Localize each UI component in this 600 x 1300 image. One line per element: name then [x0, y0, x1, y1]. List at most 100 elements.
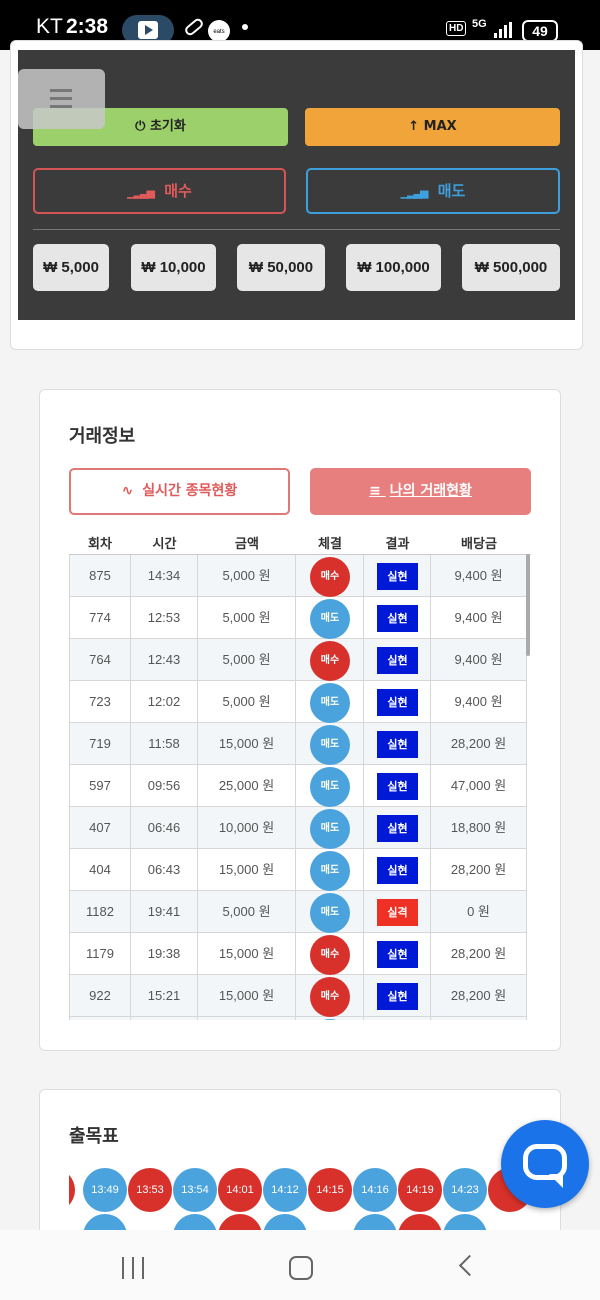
- cell-amount: 15,000 원: [198, 723, 296, 765]
- cell-round: 407: [69, 807, 131, 849]
- bars-icon: ▁▂▃▅: [400, 186, 429, 199]
- cell-side: 매도: [296, 681, 364, 723]
- network-type: 5G: [472, 18, 487, 30]
- cell-payout: 28,200 원: [431, 723, 527, 765]
- result-badge: 실현: [377, 983, 418, 1010]
- table-row: 774 12:53 5,000 원 매도 실현 9,400 원: [69, 597, 527, 639]
- cell-result: 실현: [364, 933, 431, 975]
- sell-label: 매도: [437, 182, 466, 200]
- side-badge: 매도: [310, 767, 350, 807]
- cell-side: 매도: [296, 723, 364, 765]
- table-row: 1179 19:38 15,000 원 매수 실현 28,200 원: [69, 933, 527, 975]
- tab-my-trades[interactable]: ≡ 나의 거래현황: [310, 468, 531, 515]
- result-badge: 실현: [377, 773, 418, 800]
- cell-round: 719: [69, 723, 131, 765]
- home-icon[interactable]: [289, 1256, 313, 1280]
- cell-round: 723: [69, 681, 131, 723]
- back-icon[interactable]: [458, 1254, 481, 1277]
- max-button[interactable]: ↑ MAX: [305, 108, 560, 146]
- cell-time: 15:21: [131, 975, 198, 1017]
- cell-time: 06:43: [131, 849, 198, 891]
- history-ball: [353, 1214, 397, 1230]
- cell-round: 875: [69, 555, 131, 597]
- hd-icon: HD: [446, 21, 467, 36]
- cell-payout: 9,400 원: [431, 639, 527, 681]
- amount-button-10000[interactable]: ₩ 10,000: [131, 244, 216, 291]
- cell-amount: 5,000 원: [198, 597, 296, 639]
- result-badge: 실현: [377, 941, 418, 968]
- tab-realtime-label: 실시간 종목현황: [142, 483, 238, 499]
- amount-button-100000[interactable]: ₩ 100,000: [346, 244, 441, 291]
- cell-side: 매수: [296, 975, 364, 1017]
- cell-round: 774: [69, 597, 131, 639]
- cell-side: 매도: [296, 597, 364, 639]
- navigation-bar: [0, 1230, 600, 1300]
- cell-result: 실현: [364, 765, 431, 807]
- table-row: 597 09:56 25,000 원 매도 실현 47,000 원: [69, 765, 527, 807]
- column-header-payout: 배당금: [461, 537, 497, 552]
- side-badge: 매도: [310, 599, 350, 639]
- divider: [33, 229, 560, 230]
- cell-payout: 28,200 원: [431, 849, 527, 891]
- amount-button-500000[interactable]: ₩ 500,000: [462, 244, 560, 291]
- buy-button[interactable]: ▁▂▃▅ 매수: [33, 168, 286, 214]
- recent-apps-icon[interactable]: [120, 1257, 146, 1279]
- cell-side: 매수: [296, 555, 364, 597]
- column-header-side: 체결: [318, 537, 342, 552]
- cell-payout: 0 원: [431, 891, 527, 933]
- cell-side: 매도: [296, 849, 364, 891]
- cell-amount: 5,000 원: [198, 891, 296, 933]
- cell-side: 매수: [296, 639, 364, 681]
- cell-payout: 28,200 원: [431, 975, 527, 1017]
- trade-info-title: 거래정보: [69, 426, 136, 447]
- cell-round: 597: [69, 765, 131, 807]
- cell-amount: 5,000 원: [198, 681, 296, 723]
- amount-button-5000[interactable]: ₩ 5,000: [33, 244, 109, 291]
- cell-side: 매도: [296, 891, 364, 933]
- chat-button[interactable]: [501, 1120, 589, 1208]
- history-ball: [218, 1214, 262, 1230]
- side-badge: 매수: [310, 641, 350, 681]
- cell-round: 1179: [69, 933, 131, 975]
- sell-button[interactable]: ▁▂▃▅ 매도: [306, 168, 560, 214]
- history-ball: 13:54: [173, 1168, 217, 1212]
- history-ball: [263, 1214, 307, 1230]
- table-header: 회차 시간 금액 체결 결과 배당금: [69, 530, 531, 554]
- amount-button-50000[interactable]: ₩ 50,000: [237, 244, 325, 291]
- history-strip[interactable]: 13:49 13:53 13:54 14:01 14:12 14:15 14:16 14:19…: [69, 1164, 531, 1230]
- menu-icon[interactable]: [18, 69, 105, 129]
- list-icon: ≡: [369, 483, 381, 499]
- table-scrollbar[interactable]: [526, 554, 530, 656]
- signal-icon: [494, 22, 512, 38]
- cell-result: 실현: [364, 555, 431, 597]
- side-badge: 매도: [310, 809, 350, 849]
- side-badge: 매수: [310, 977, 350, 1017]
- cell-amount: 5,000 원: [198, 639, 296, 681]
- cell-round: 922: [69, 975, 131, 1017]
- tab-realtime-status[interactable]: ∿ 실시간 종목현황: [69, 468, 290, 515]
- cell-side: 매도: [296, 807, 364, 849]
- column-header-result: 결과: [385, 537, 410, 552]
- cell-side: 매도: [296, 765, 364, 807]
- tab-my-trades-label: 나의 거래현황: [389, 483, 472, 499]
- history-ball: [443, 1214, 487, 1230]
- result-badge: 실현: [377, 815, 418, 842]
- cell-time: 19:38: [131, 933, 198, 975]
- result-badge: 실현: [377, 647, 418, 674]
- history-ball: 14:12: [263, 1168, 307, 1212]
- cell-time: 14:34: [131, 555, 198, 597]
- history-ball: [69, 1168, 75, 1212]
- pulse-icon: ∿: [121, 483, 134, 499]
- cell-payout: 9,400 원: [431, 681, 527, 723]
- history-ball: [398, 1214, 442, 1230]
- cell-amount: 5,000 원: [198, 555, 296, 597]
- trade-table[interactable]: 875 14:34 5,000 원 매수 실현 9,400 원 774 12:53 5,000 …: [69, 554, 531, 1020]
- history-ball: 14:01: [218, 1168, 262, 1212]
- cell-result: 실현: [364, 681, 431, 723]
- side-badge: 매수: [310, 557, 350, 597]
- history-ball: [128, 1214, 172, 1230]
- result-badge: 실현: [377, 857, 418, 884]
- history-ball: 13:53: [128, 1168, 172, 1212]
- cell-time: 19:41: [131, 891, 198, 933]
- cell-result: 실현: [364, 807, 431, 849]
